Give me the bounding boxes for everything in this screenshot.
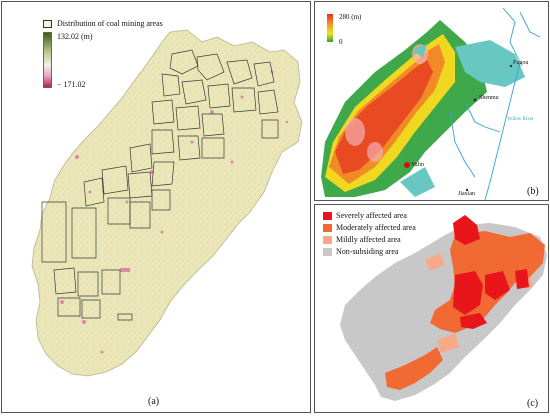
legend-moderate-swatch — [323, 224, 332, 232]
colorbar-b-max: 280 (m) — [339, 13, 362, 21]
legend-severe-swatch — [323, 212, 332, 220]
panel-a-label: (a) — [148, 396, 160, 407]
place-jiaxian: Jiaxian — [458, 191, 475, 197]
mining-area-legend-swatch — [43, 20, 52, 28]
river-label: Yellow River — [507, 117, 534, 122]
legend-mild-label: Mildly affected area — [336, 235, 401, 244]
elevation-colorbar — [43, 32, 52, 88]
legend-mining-label: Distribution of coal mining areas — [57, 19, 163, 28]
place-fugou: Fugou — [513, 60, 529, 66]
panel-a-map-svg — [31, 29, 303, 377]
rivers — [449, 7, 541, 200]
panel-b-map-svg — [321, 7, 541, 200]
legend-severe-label: Severely affected area — [336, 211, 407, 220]
legend-non-subsiding-swatch — [323, 248, 332, 256]
panel-c-label: (c) — [527, 398, 539, 409]
panel-c-map-svg — [340, 215, 547, 401]
elevation-colorbar-b — [327, 14, 333, 42]
colorbar-b-min: 0 — [339, 38, 343, 46]
place-yulin: Yulin — [411, 162, 425, 168]
panel-a-subsidence-map: Distribution of coal mining areas 132.02… — [1, 1, 311, 413]
legend-non-subsiding-label: Non-subsiding area — [336, 247, 399, 256]
panel-c-impact-map: Severely affected area Moderately affect… — [314, 204, 549, 413]
place-shenmu: Shenmu — [479, 95, 499, 101]
legend-mild-swatch — [323, 236, 332, 244]
severe-areas — [453, 215, 529, 329]
region-outline — [31, 29, 303, 377]
water-areas — [400, 40, 525, 197]
legend-moderate-label: Moderately affected area — [336, 223, 416, 232]
panel-b-elevation-map: 280 (m) 0 Fugou Shenmu Yulin Jiaxian Yel… — [314, 1, 549, 201]
colorbar-min-label: − 171.02 — [57, 80, 86, 89]
mining-areas — [41, 49, 279, 321]
colorbar-max-label: 132.02 (m) — [57, 32, 93, 41]
panel-b-label: (b) — [527, 186, 539, 197]
